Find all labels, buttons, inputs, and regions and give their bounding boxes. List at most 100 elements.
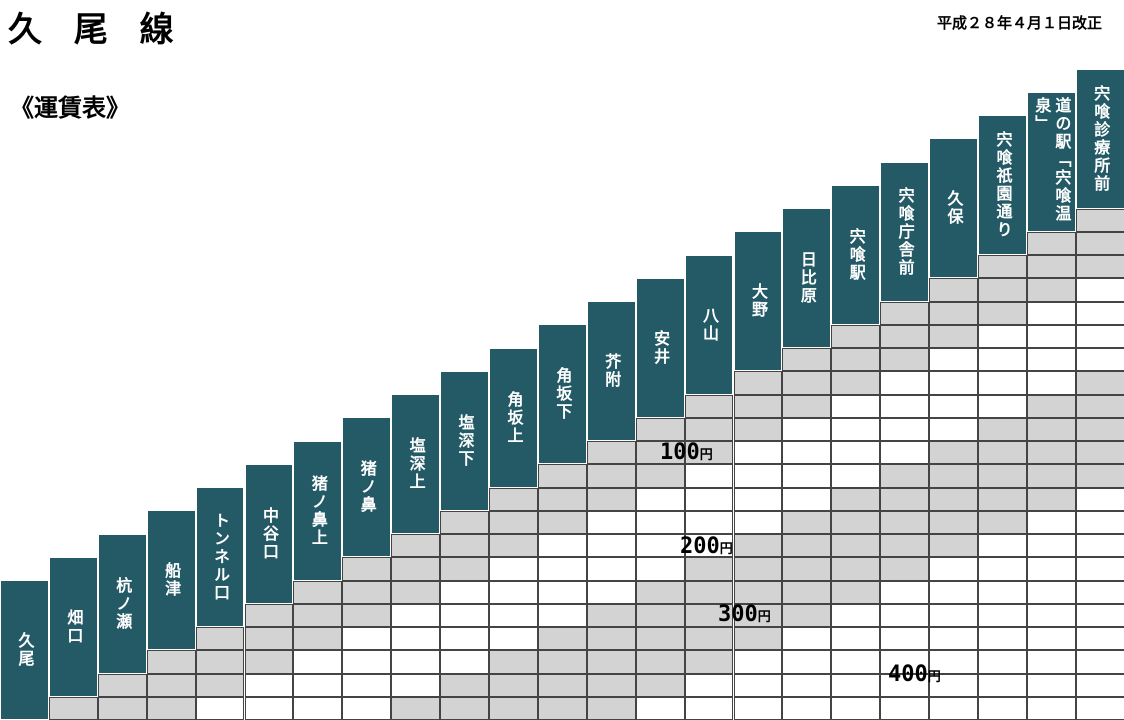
fare-cell bbox=[1026, 324, 1076, 348]
yen-unit: 円 bbox=[757, 610, 771, 625]
fare-cell bbox=[635, 650, 685, 674]
fare-cell bbox=[489, 603, 538, 627]
station-header: 安井 bbox=[635, 277, 685, 418]
fare-cell bbox=[684, 603, 734, 627]
fare-cell bbox=[929, 441, 978, 465]
fare-cell bbox=[97, 673, 147, 697]
fare-cell bbox=[733, 371, 783, 395]
fare-cell bbox=[391, 673, 441, 697]
fare-cell bbox=[489, 557, 538, 581]
fare-cell bbox=[1026, 394, 1076, 418]
fare-cell bbox=[1026, 278, 1076, 302]
fare-cell bbox=[440, 580, 489, 604]
fare-cell bbox=[586, 696, 636, 720]
fare-cell bbox=[586, 673, 636, 697]
fare-cell bbox=[391, 534, 441, 558]
fare-cell bbox=[537, 627, 587, 651]
fare-cell bbox=[1026, 487, 1076, 511]
fare-cell bbox=[880, 441, 930, 465]
fare-cell bbox=[880, 557, 930, 581]
fare-cell bbox=[880, 580, 930, 604]
fare-cell bbox=[1026, 417, 1076, 441]
fare-cell bbox=[831, 510, 881, 534]
fare-cell bbox=[1026, 348, 1076, 372]
fare-cell bbox=[880, 487, 930, 511]
fare-cell bbox=[586, 441, 636, 465]
fare-cell bbox=[978, 278, 1027, 302]
fare-cell bbox=[1075, 394, 1124, 418]
fare-amount-label: 100円 bbox=[660, 440, 713, 465]
fare-cell bbox=[929, 371, 978, 395]
fare-cell bbox=[1075, 208, 1124, 232]
fare-cell bbox=[1075, 580, 1124, 604]
fare-cell bbox=[1075, 324, 1124, 348]
fare-cell bbox=[831, 603, 881, 627]
fare-cell bbox=[782, 696, 832, 720]
fare-cell bbox=[978, 348, 1027, 372]
fare-cell bbox=[1075, 696, 1124, 720]
fare-cell bbox=[978, 557, 1027, 581]
fare-cell bbox=[293, 627, 343, 651]
fare-cell bbox=[1075, 255, 1124, 279]
fare-cell bbox=[489, 650, 538, 674]
fare-cell bbox=[1026, 650, 1076, 674]
fare-cell bbox=[880, 394, 930, 418]
fare-cell bbox=[684, 580, 734, 604]
fare-cell bbox=[978, 464, 1027, 488]
fare-cell bbox=[929, 627, 978, 651]
fare-cell bbox=[684, 696, 734, 720]
fare-cell bbox=[293, 696, 343, 720]
fare-cell bbox=[733, 696, 783, 720]
fare-cell bbox=[440, 627, 489, 651]
fare-cell bbox=[978, 580, 1027, 604]
fare-cell bbox=[880, 603, 930, 627]
fare-cell bbox=[831, 534, 881, 558]
fare-cell bbox=[537, 487, 587, 511]
fare-amount: 300 bbox=[718, 602, 758, 627]
fare-cell bbox=[831, 696, 881, 720]
fare-cell bbox=[929, 673, 978, 697]
fare-cell bbox=[1075, 650, 1124, 674]
fare-cell bbox=[733, 417, 783, 441]
fare-cell bbox=[880, 324, 930, 348]
fare-cell bbox=[440, 650, 489, 674]
fare-cell bbox=[293, 603, 343, 627]
fare-cell bbox=[440, 673, 489, 697]
fare-cell bbox=[391, 603, 441, 627]
fare-cell bbox=[978, 650, 1027, 674]
fare-cell bbox=[1026, 301, 1076, 325]
fare-cell bbox=[537, 510, 587, 534]
fare-cell bbox=[929, 487, 978, 511]
fare-cell bbox=[391, 650, 441, 674]
fare-cell bbox=[880, 510, 930, 534]
fare-cell bbox=[489, 673, 538, 697]
fare-cell bbox=[244, 603, 294, 627]
fare-cell bbox=[831, 487, 881, 511]
fare-cell bbox=[831, 348, 881, 372]
station-header: 塩深下 bbox=[440, 370, 489, 511]
yen-unit: 円 bbox=[927, 670, 941, 685]
fare-cell bbox=[586, 627, 636, 651]
fare-cell bbox=[978, 534, 1027, 558]
fare-cell bbox=[880, 417, 930, 441]
fare-cell bbox=[929, 696, 978, 720]
fare-cell bbox=[1075, 557, 1124, 581]
fare-cell bbox=[929, 394, 978, 418]
fare-cell bbox=[831, 417, 881, 441]
station-header: 中谷口 bbox=[244, 463, 294, 604]
fare-cell bbox=[244, 650, 294, 674]
fare-cell bbox=[1026, 673, 1076, 697]
fare-cell bbox=[978, 696, 1027, 720]
fare-cell bbox=[635, 580, 685, 604]
fare-cell bbox=[929, 301, 978, 325]
fare-cell bbox=[440, 534, 489, 558]
fare-cell bbox=[733, 603, 783, 627]
fare-cell bbox=[978, 487, 1027, 511]
fare-cell bbox=[831, 627, 881, 651]
fare-cell bbox=[537, 464, 587, 488]
fare-cell bbox=[782, 557, 832, 581]
fare-cell bbox=[244, 696, 294, 720]
station-header: 八山 bbox=[684, 254, 734, 395]
fare-cell bbox=[537, 673, 587, 697]
fare-cell bbox=[342, 650, 392, 674]
